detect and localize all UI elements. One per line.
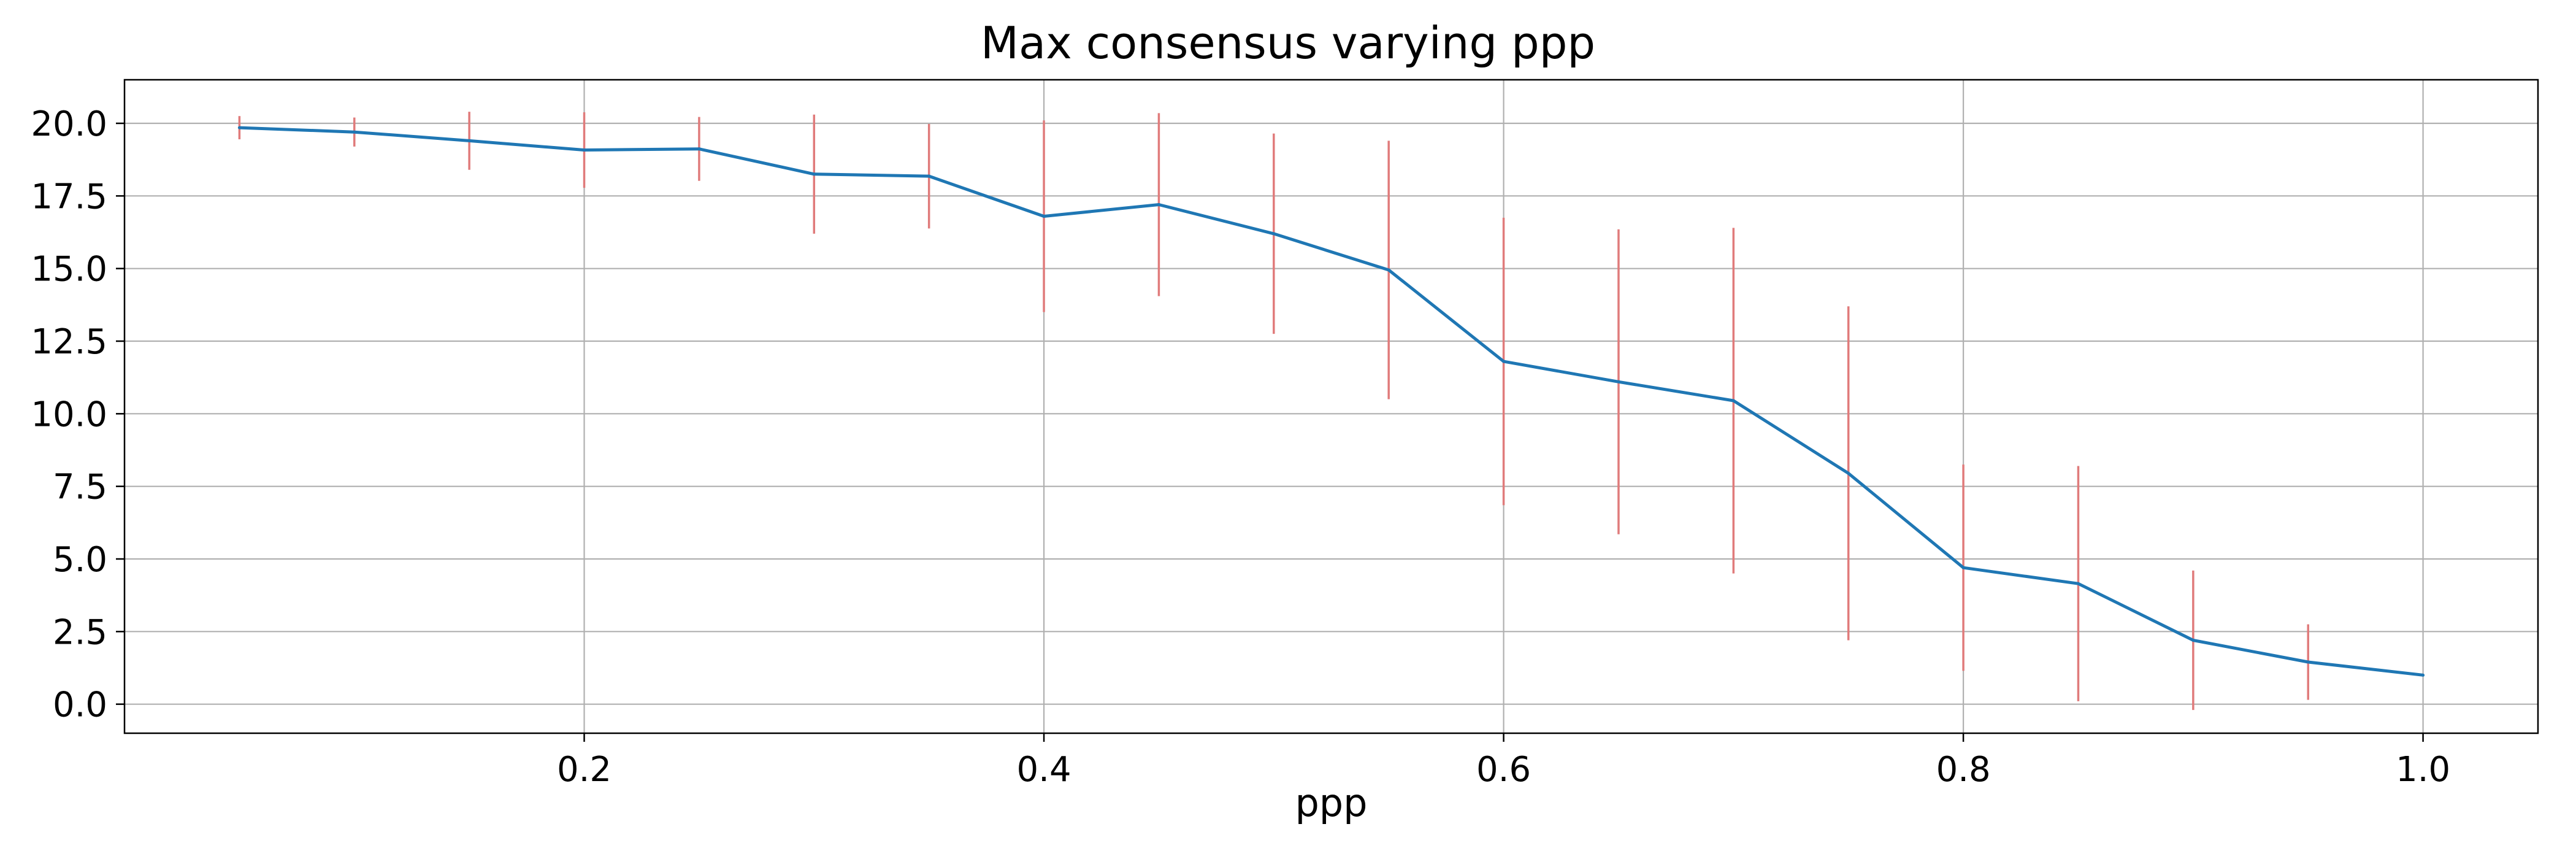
data-point (1387, 268, 1390, 272)
data-point (1847, 471, 1850, 475)
y-tick-label: 15.0 (31, 250, 107, 290)
data-point (1617, 380, 1620, 383)
data-point (1731, 399, 1735, 403)
data-point (1042, 214, 1046, 218)
y-tick-label: 17.5 (31, 177, 107, 217)
y-tick-label: 2.5 (53, 612, 107, 652)
data-point (1272, 232, 1276, 236)
data-point (2191, 639, 2195, 642)
y-tick-label: 7.5 (53, 468, 107, 507)
x-tick-label: 0.4 (1017, 750, 1071, 790)
y-tick-label: 20.0 (31, 104, 107, 144)
data-point (2421, 673, 2425, 677)
data-point (467, 139, 471, 142)
data-point (812, 172, 816, 176)
y-tick-label: 10.0 (31, 395, 107, 434)
y-tick-label: 12.5 (31, 322, 107, 362)
x-tick-label: 0.2 (557, 750, 611, 790)
data-point (697, 147, 701, 151)
data-point (927, 174, 931, 178)
data-point (583, 148, 586, 152)
data-point (1157, 203, 1160, 207)
plot-frame (123, 79, 2539, 734)
x-tick-label: 0.6 (1476, 750, 1531, 790)
y-tick-label: 5.0 (53, 540, 107, 580)
data-point (2076, 582, 2080, 585)
data-point (1961, 566, 1965, 569)
plot-background (125, 80, 2538, 733)
data-point (2306, 660, 2310, 664)
x-tick-label: 0.8 (1936, 750, 1991, 790)
series-line (239, 126, 2423, 677)
x-axis-label: ppp (1295, 780, 1367, 825)
data-point (237, 126, 241, 129)
data-point (353, 130, 356, 134)
chart-title: Max consensus varying ppp (980, 17, 1596, 69)
x-tick-label: 1.0 (2396, 750, 2450, 790)
y-tick-label: 0.0 (53, 685, 107, 725)
data-point (1502, 360, 1506, 363)
